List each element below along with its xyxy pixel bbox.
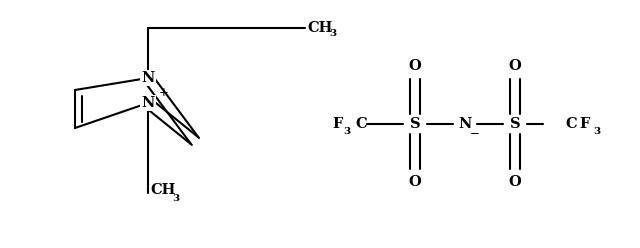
Text: N: N — [458, 117, 472, 131]
Text: CH: CH — [150, 183, 175, 197]
Text: +: + — [159, 87, 169, 99]
Text: S: S — [410, 117, 420, 131]
Text: CH: CH — [307, 21, 332, 35]
Text: O: O — [408, 175, 421, 189]
Text: O: O — [509, 59, 522, 73]
Text: N: N — [141, 71, 155, 85]
Text: 3: 3 — [172, 194, 179, 203]
Text: C: C — [355, 117, 367, 131]
Text: −: − — [470, 127, 480, 141]
Text: 3: 3 — [343, 127, 350, 136]
Text: 3: 3 — [593, 127, 600, 136]
Text: O: O — [408, 59, 421, 73]
Text: F: F — [333, 117, 343, 131]
Text: S: S — [509, 117, 520, 131]
Text: O: O — [509, 175, 522, 189]
Text: N: N — [141, 96, 155, 110]
Text: C: C — [565, 117, 577, 131]
Text: F: F — [579, 117, 589, 131]
Text: 3: 3 — [329, 30, 336, 38]
